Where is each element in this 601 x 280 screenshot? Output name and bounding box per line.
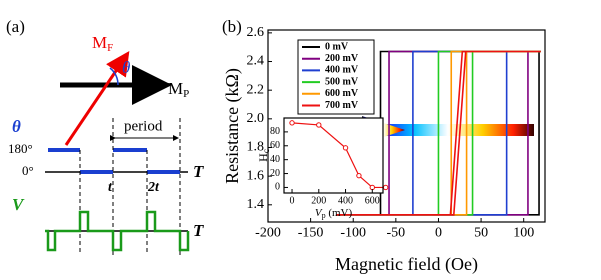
point	[356, 172, 362, 179]
time-label-2: T	[193, 221, 204, 240]
mf-arrow	[64, 51, 130, 146]
legend-box	[297, 39, 375, 115]
legend-label: 600 mV	[325, 88, 359, 99]
level-low: 0°	[22, 163, 34, 178]
inset-x-label: Vp (mV)	[315, 207, 353, 220]
angle-arc	[109, 67, 119, 86]
y-tick-label: 60	[270, 140, 280, 151]
theta-axis-label: θ	[12, 117, 21, 136]
x-axis-label: Magnetic field (Oe)	[335, 254, 478, 275]
x-tick-label: -100	[340, 225, 366, 240]
y-label-sub: c	[261, 149, 271, 153]
y-tick-label: 1.4	[247, 197, 265, 212]
x-tick-label: 600	[365, 195, 380, 206]
y-tick-label: 0	[275, 182, 280, 193]
y-tick-label: 2.0	[247, 111, 265, 126]
x-tick-label: 50	[474, 225, 488, 240]
v-axis-label: V	[12, 195, 25, 214]
y-tick-label: 2.2	[247, 82, 265, 97]
level-high: 180°	[8, 141, 33, 156]
y-label-main: H	[256, 153, 270, 162]
mp-label: MP	[168, 79, 189, 100]
time-label-1: T	[193, 162, 204, 181]
v-signal	[45, 210, 190, 252]
theta-signal	[48, 148, 180, 174]
inset-y-label: Hc	[256, 149, 271, 162]
point	[369, 184, 375, 191]
y-tick-label: 2.4	[247, 54, 265, 69]
point	[316, 122, 322, 128]
mf-sub: F	[107, 42, 113, 54]
x-tick-label: 0	[435, 225, 442, 240]
y-tick-label: 1.6	[247, 168, 265, 183]
x-tick-label: 400	[338, 195, 353, 206]
legend-label: 200 mV	[325, 53, 359, 64]
series-line	[336, 50, 541, 216]
x-label-rest: (mV)	[326, 207, 353, 219]
x-label-main: V	[315, 207, 323, 219]
inset-background	[284, 118, 383, 193]
arrow-band	[362, 124, 534, 136]
y-tick-label: 80	[270, 126, 280, 137]
theta-label: θ	[122, 58, 130, 77]
x-tick-label: 100	[513, 225, 534, 240]
legend-label: 400 mV	[325, 65, 359, 76]
x-tick-label: 0	[290, 195, 295, 206]
x-tick-label: -50	[387, 225, 406, 240]
legend-label: 0 mV	[325, 41, 349, 52]
y-tick-label: 20	[270, 168, 280, 179]
period-label: period	[124, 118, 163, 134]
y-axis-label: Resistance (kΩ)	[222, 68, 243, 184]
x-tick-label: -150	[298, 225, 324, 240]
legend-label: 500 mV	[325, 76, 359, 87]
mf-label: MF	[92, 33, 113, 54]
dashed-guides	[79, 118, 181, 255]
legend-label: 700 mV	[325, 100, 359, 111]
point	[382, 184, 389, 191]
plot-frame	[267, 29, 546, 223]
x-label-sub: p	[322, 211, 326, 220]
panel-label: (a)	[6, 17, 25, 36]
panel-b: -200 -150 -100 -50 0 50 100 1.4 1.6 1.8 2.0 2.2 2.4 2…	[222, 17, 546, 275]
y-tick-label: 40	[270, 154, 280, 165]
panel-a: (a) MF θ MP θ 180° 0° period t 2t T V T	[6, 17, 204, 255]
y-tick-label: 2.6	[247, 25, 265, 40]
x-tick-label: -200	[255, 225, 281, 240]
x-tick-label: 200	[311, 195, 326, 206]
mp-sub: P	[183, 88, 189, 100]
mf-main: M	[92, 33, 107, 52]
point	[289, 120, 295, 126]
point	[342, 145, 349, 151]
plot-frame	[283, 117, 384, 194]
y-tick-label: 1.8	[247, 140, 265, 155]
panel-label: (b)	[222, 17, 242, 36]
t2-label: 2t	[147, 180, 160, 195]
t1-label: t	[108, 180, 113, 195]
mp-main: M	[168, 79, 183, 98]
